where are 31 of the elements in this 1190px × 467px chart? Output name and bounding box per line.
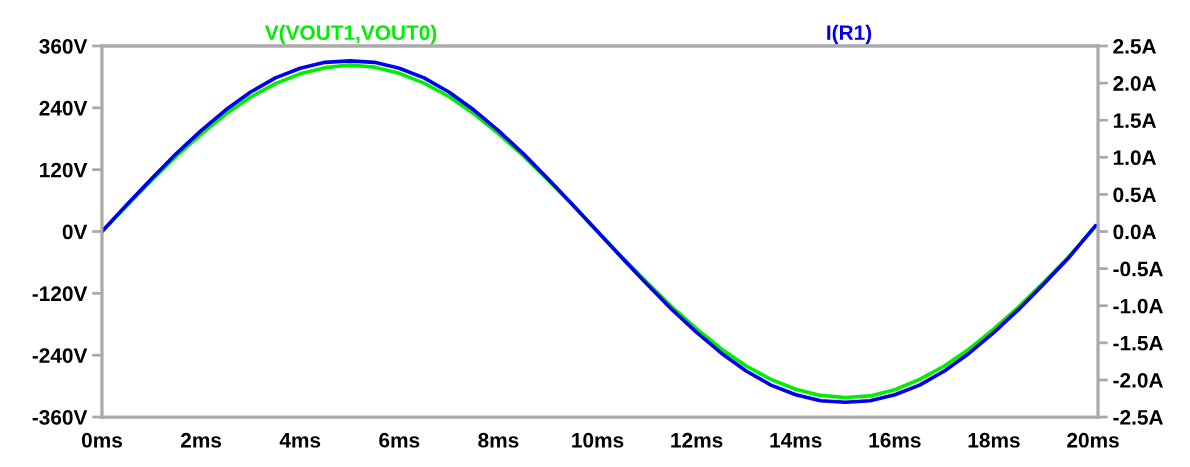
y2-tick-label: -1.0A	[1113, 298, 1163, 314]
x-tick-label: 0ms	[81, 432, 122, 448]
y-tick-label: 0V	[62, 224, 88, 240]
y2-tick-label: 0.5A	[1113, 187, 1157, 203]
x-tick-label: 14ms	[770, 433, 822, 448]
series-label: V(VOUT1,VOUT0)	[264, 24, 437, 45]
text: I(R1)	[827, 24, 872, 45]
y2-tick-label: -0.5A	[1113, 261, 1163, 277]
y2-tick-label: 0.0A	[1113, 224, 1157, 240]
x-tick-label: 2ms	[180, 432, 222, 448]
y-tick-label: 240V	[39, 100, 88, 116]
y-tick-label: 120V	[40, 162, 88, 178]
y2-tick-label: 2.0A	[1113, 76, 1157, 91]
x-tick-label: 8ms	[478, 432, 519, 448]
x-tick-label: 4ms	[279, 433, 321, 448]
y2-tick-label: -1.5A	[1113, 336, 1163, 351]
x-tick-label: 18ms	[968, 432, 1020, 448]
y-tick-label: -120V	[32, 286, 88, 302]
x-tick-label: 20ms	[1067, 432, 1119, 448]
y2-tick-label: 1.5A	[1113, 113, 1157, 128]
y2-tick-label: 1.0A	[1113, 150, 1157, 166]
x-tick-label: 12ms	[671, 432, 723, 448]
y2-tick-label: -2.0A	[1113, 372, 1163, 388]
x-tick-label: 16ms	[869, 432, 921, 448]
y-tick-label: 360V	[39, 39, 88, 54]
y-tick-label: -240V	[32, 348, 88, 363]
y2-tick-label: 2.5A	[1113, 39, 1157, 54]
y-tick-label: -360V	[32, 410, 88, 425]
x-tick-label: 10ms	[572, 432, 624, 448]
y2-tick-label: -2.5A	[1113, 410, 1163, 425]
x-tick-label: 6ms	[379, 432, 420, 448]
